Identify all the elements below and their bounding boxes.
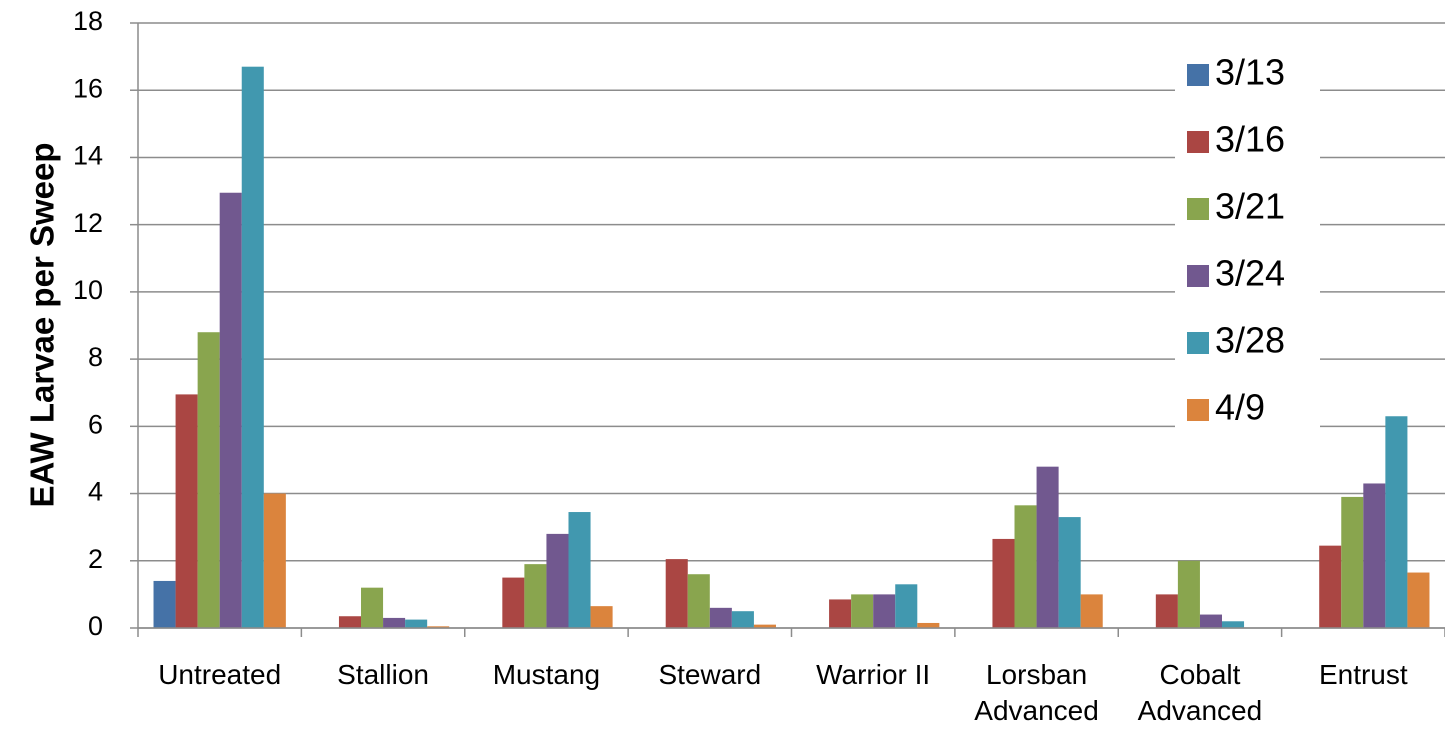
bar bbox=[1199, 614, 1222, 628]
bar bbox=[241, 66, 264, 628]
bar bbox=[917, 622, 940, 628]
bar bbox=[851, 594, 874, 628]
legend-background bbox=[1175, 45, 1320, 442]
bar bbox=[590, 606, 613, 628]
legend-swatch bbox=[1187, 131, 1209, 153]
bar bbox=[895, 584, 918, 628]
bar bbox=[361, 587, 384, 628]
bar bbox=[383, 617, 406, 628]
legend-label: 3/13 bbox=[1215, 52, 1285, 93]
legend-swatch bbox=[1187, 265, 1209, 287]
legend-label: 4/9 bbox=[1215, 387, 1265, 428]
bar bbox=[731, 611, 754, 628]
bar bbox=[546, 533, 569, 628]
bar bbox=[1155, 594, 1178, 628]
y-tick-label: 0 bbox=[88, 611, 103, 641]
y-axis-title: EAW Larvae per Sweep bbox=[24, 143, 61, 508]
bar bbox=[197, 332, 220, 628]
bar bbox=[524, 564, 547, 628]
bar bbox=[175, 394, 198, 628]
legend-swatch bbox=[1187, 399, 1209, 421]
legend-label: 3/28 bbox=[1215, 320, 1285, 361]
bar bbox=[427, 626, 450, 628]
bar bbox=[709, 607, 732, 628]
y-tick-label: 14 bbox=[73, 141, 103, 171]
x-tick-label: Warrior II bbox=[816, 659, 931, 690]
y-tick-label: 18 bbox=[73, 6, 103, 36]
bar bbox=[1363, 483, 1386, 628]
bar bbox=[665, 559, 688, 628]
bar bbox=[405, 619, 428, 628]
bar bbox=[1014, 505, 1037, 628]
x-tick-label: Cobalt Advanced bbox=[1137, 659, 1263, 726]
x-tick-label: Steward bbox=[658, 659, 762, 690]
y-tick-label: 12 bbox=[73, 208, 103, 238]
x-tick-label: Mustang bbox=[492, 659, 601, 690]
bar bbox=[1058, 517, 1081, 628]
bar bbox=[1341, 496, 1364, 628]
bar bbox=[992, 538, 1015, 628]
x-tick-label: Untreated bbox=[158, 659, 282, 690]
legend-label: 3/21 bbox=[1215, 186, 1285, 227]
x-tick-label: Stallion bbox=[337, 659, 429, 690]
y-tick-label: 2 bbox=[88, 544, 103, 574]
bar bbox=[687, 574, 710, 628]
bar bbox=[1221, 621, 1245, 628]
bar bbox=[1080, 594, 1103, 628]
x-tick-label: Entrust bbox=[1318, 659, 1408, 690]
y-tick-label: 8 bbox=[88, 342, 103, 372]
legend-label: 3/16 bbox=[1215, 119, 1285, 160]
bar bbox=[1319, 545, 1342, 628]
y-tick-label: 6 bbox=[88, 409, 103, 439]
legend-swatch bbox=[1187, 198, 1209, 220]
bar bbox=[753, 624, 776, 628]
y-tick-label: 16 bbox=[73, 73, 103, 103]
bar bbox=[568, 512, 591, 628]
bar bbox=[1385, 416, 1408, 628]
bar bbox=[338, 616, 362, 628]
bar bbox=[1177, 560, 1200, 628]
legend-swatch bbox=[1187, 64, 1209, 86]
bar bbox=[829, 599, 852, 628]
bar bbox=[873, 594, 896, 628]
legend-swatch bbox=[1187, 332, 1209, 354]
bar bbox=[502, 577, 525, 628]
bar bbox=[219, 192, 242, 628]
bar bbox=[263, 493, 286, 628]
y-tick-label: 10 bbox=[73, 275, 103, 305]
bar bbox=[1407, 572, 1430, 628]
bar bbox=[153, 580, 176, 628]
y-tick-label: 4 bbox=[88, 477, 103, 507]
x-tick-label: Lorsban Advanced bbox=[974, 659, 1099, 726]
bar bbox=[1036, 466, 1059, 628]
legend-label: 3/24 bbox=[1215, 253, 1285, 294]
